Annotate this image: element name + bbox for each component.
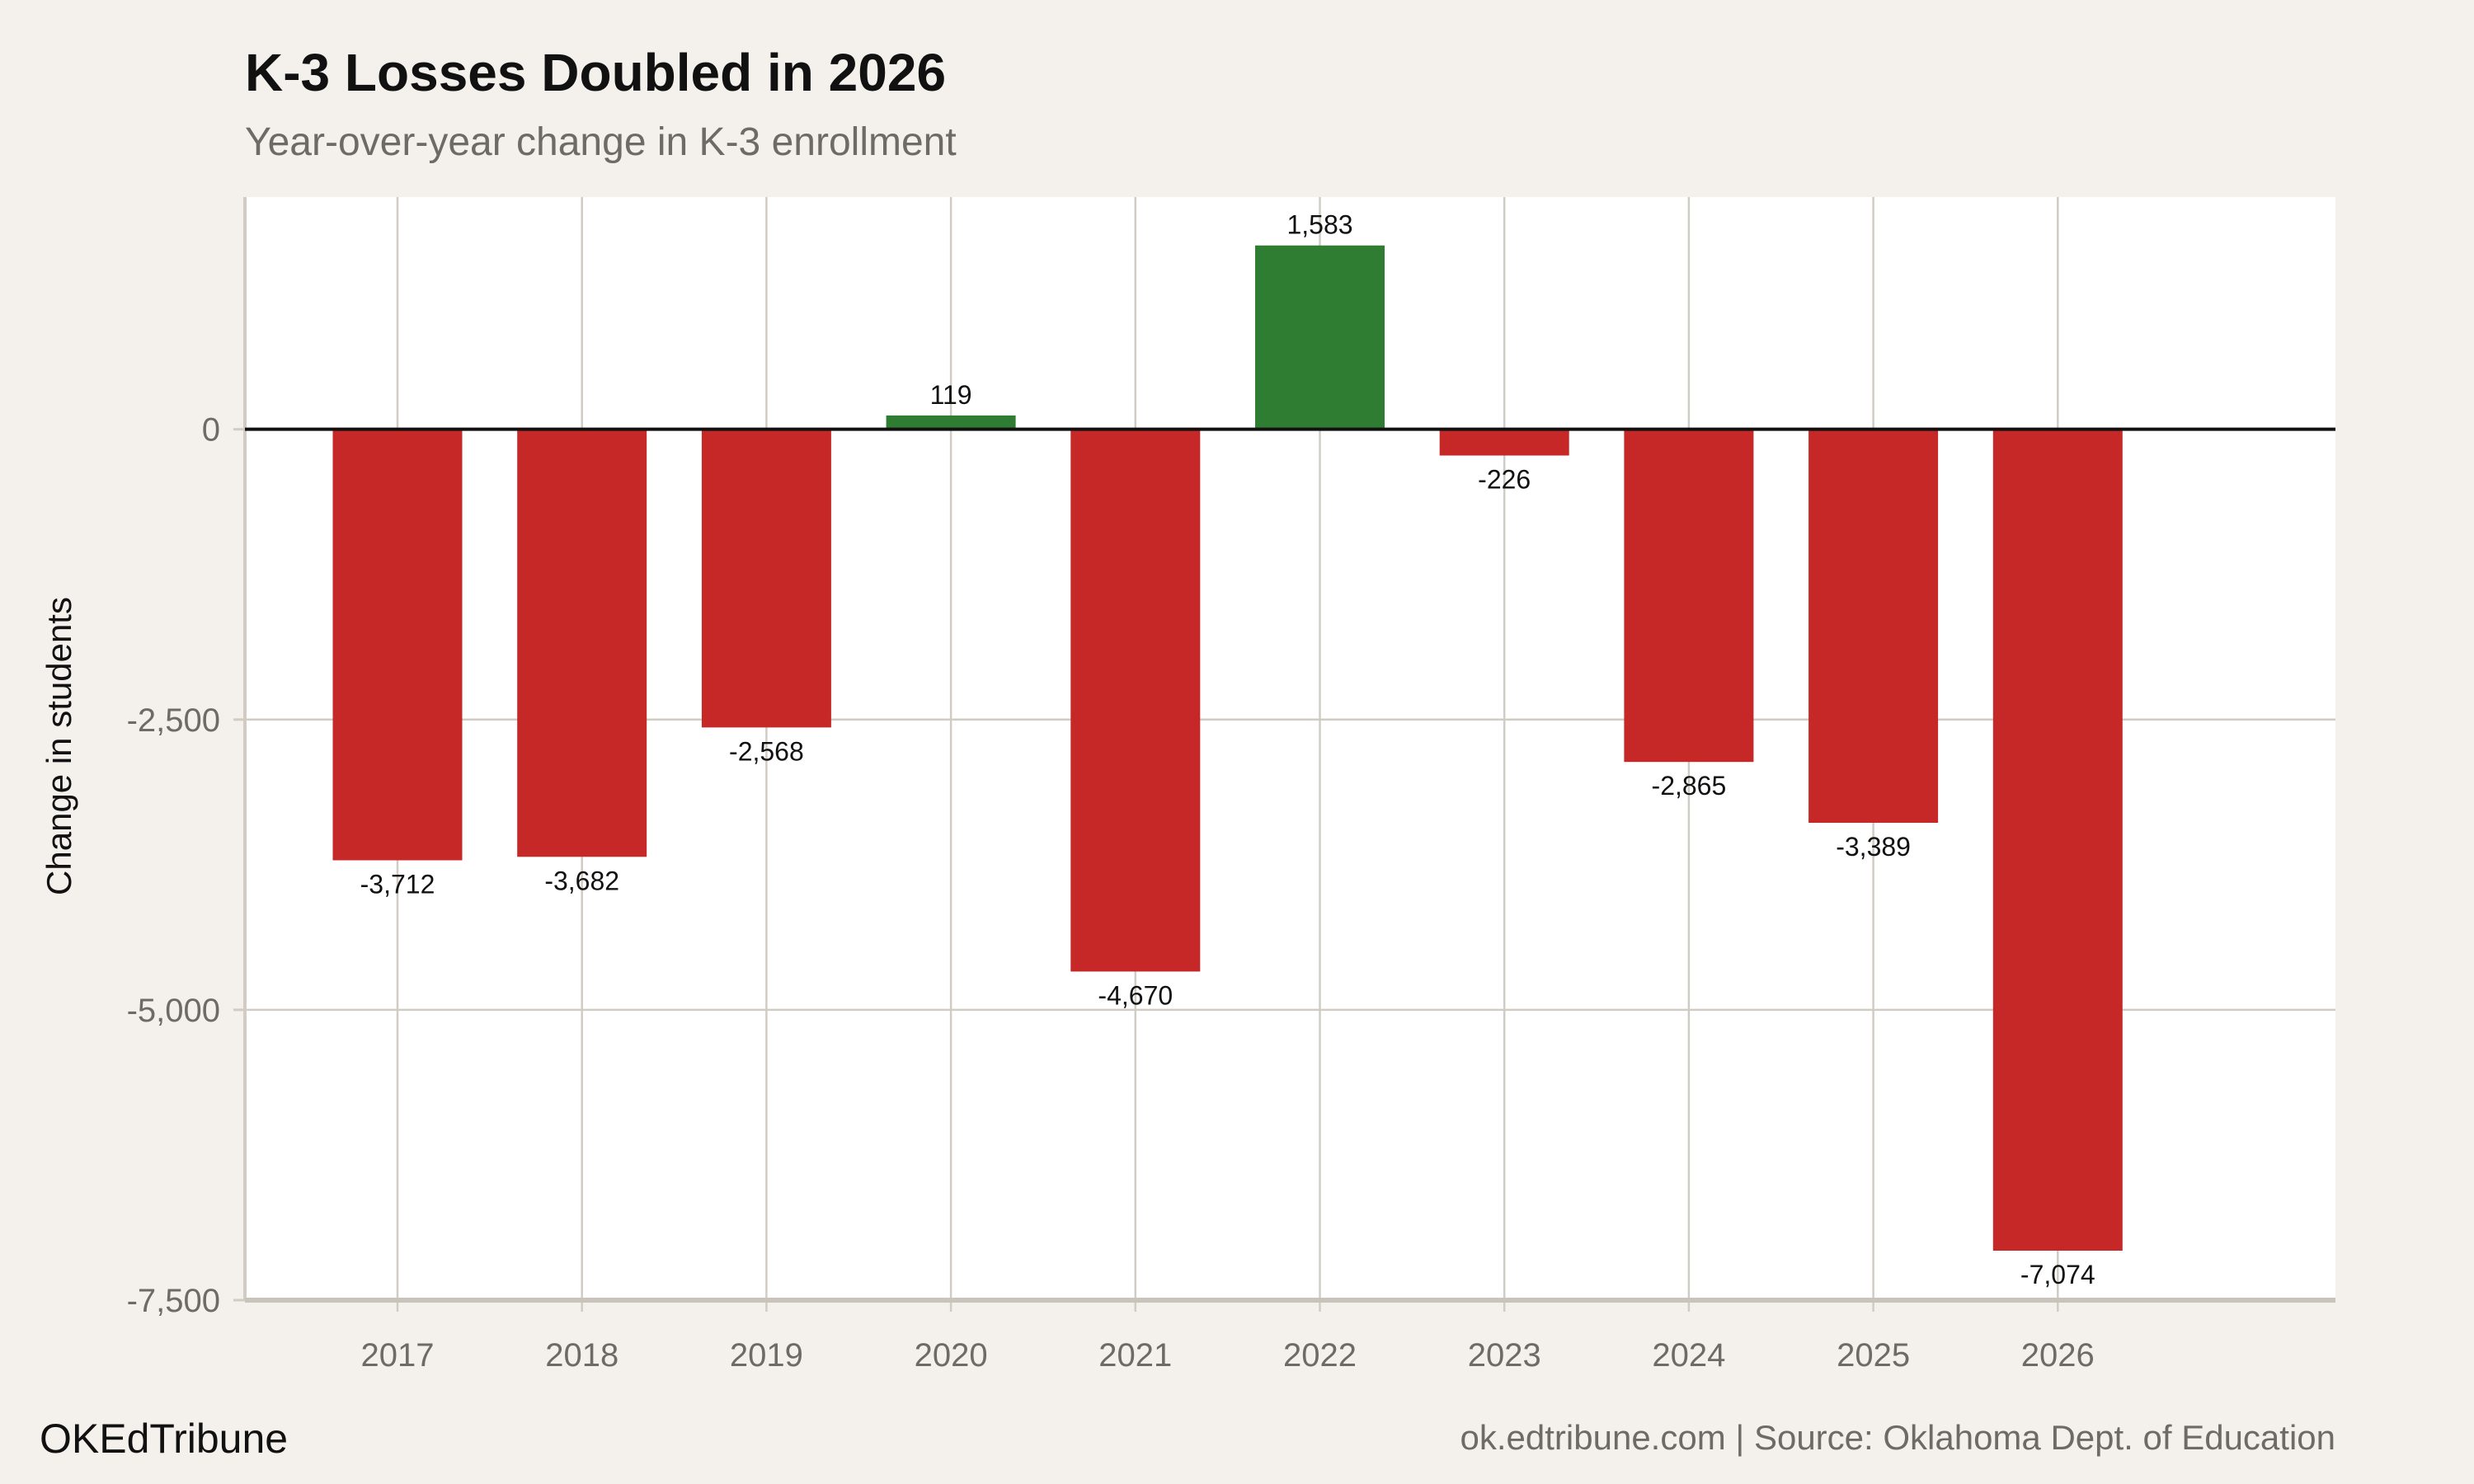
brand-logo-text: OKEdTribune <box>40 1416 288 1462</box>
data-label-2024: -2,865 <box>1652 771 1727 801</box>
x-tick-label: 2017 <box>361 1337 435 1374</box>
bar-2019 <box>701 429 831 728</box>
chart-subtitle: Year-over-year change in K-3 enrollment <box>245 120 957 164</box>
bar-2022 <box>1255 245 1385 430</box>
x-tick-label: 2019 <box>730 1337 803 1374</box>
x-tick-label: 2021 <box>1098 1337 1172 1374</box>
y-tick-label: -5,000 <box>127 993 220 1029</box>
x-tick-label: 2026 <box>2021 1337 2095 1374</box>
x-tick-label: 2024 <box>1652 1337 1725 1374</box>
data-labels: -3,712 -3,682 -2,568 119 -4,670 1,583 -226 -2,8… <box>360 210 2095 1289</box>
x-tick-label: 2022 <box>1283 1337 1357 1374</box>
chart-title: K-3 Losses Doubled in 2026 <box>245 43 946 102</box>
bar-2017 <box>332 429 463 861</box>
y-tick-label: -2,500 <box>127 702 220 739</box>
data-label-2019: -2,568 <box>729 736 804 766</box>
data-label-2026: -7,074 <box>2020 1260 2095 1289</box>
bar-2020 <box>886 415 1016 430</box>
data-label-2023: -226 <box>1478 465 1531 495</box>
x-tick-label: 2023 <box>1468 1337 1541 1374</box>
data-label-2017: -3,712 <box>360 869 435 899</box>
bars <box>332 245 2123 1252</box>
x-tick-label: 2020 <box>915 1337 988 1374</box>
y-tick-label: 0 <box>202 412 220 448</box>
bar-2021 <box>1070 429 1201 972</box>
data-label-2025: -3,389 <box>1836 832 1911 862</box>
data-label-2022: 1,583 <box>1286 210 1352 240</box>
bar-2018 <box>517 429 647 857</box>
bar-2026 <box>1992 429 2123 1252</box>
bar-2023 <box>1439 429 1569 456</box>
data-label-2021: -4,670 <box>1098 980 1173 1010</box>
y-tick-label: -7,500 <box>127 1283 220 1319</box>
data-label-2018: -3,682 <box>544 866 619 895</box>
x-tick-label: 2018 <box>545 1337 618 1374</box>
bar-2025 <box>1808 429 1939 823</box>
y-axis-label: Change in students <box>40 597 78 895</box>
data-label-2020: 119 <box>930 380 972 410</box>
bar-2024 <box>1624 429 1754 763</box>
axes: 0 -2,500 -5,000 -7,500 2017 2018 2019 2020 2021 2… <box>127 197 2335 1374</box>
x-tick-label: 2025 <box>1837 1337 1910 1374</box>
source-note: ok.edtribune.com | Source: Oklahoma Dept… <box>1460 1418 2335 1457</box>
